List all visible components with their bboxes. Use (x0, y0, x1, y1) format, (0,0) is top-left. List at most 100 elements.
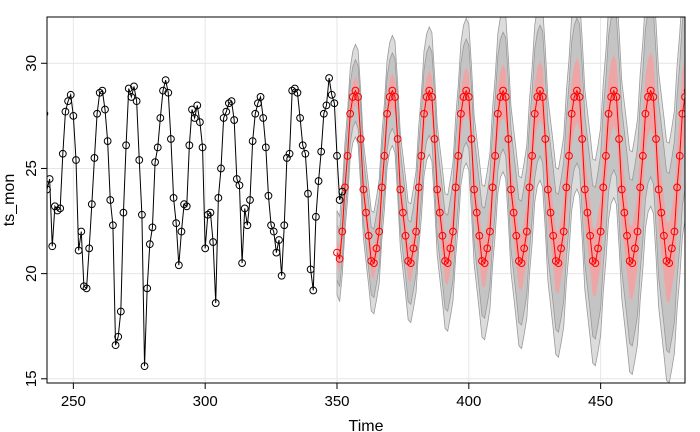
observed-point (111, 341, 120, 350)
observed-point (317, 147, 326, 156)
observed-point (151, 158, 159, 167)
forecast-point (594, 244, 602, 253)
forecast-point (406, 259, 415, 268)
forecast-series (333, 86, 685, 268)
forecast-point (412, 227, 420, 236)
forecast-point (509, 208, 518, 217)
observed-point (53, 206, 62, 215)
observed-point (312, 212, 320, 221)
forecast-point (678, 109, 685, 118)
forecast-point (654, 185, 663, 194)
forecast-point (665, 259, 674, 268)
forecast-point (591, 259, 600, 268)
observed-point (325, 74, 333, 82)
observed-point (261, 143, 270, 152)
observed-point (190, 114, 199, 122)
observed-point (304, 189, 312, 198)
observed-point (232, 175, 241, 183)
forecast-point (478, 257, 486, 265)
forecast-point (578, 135, 587, 143)
forecast-point (428, 93, 436, 101)
observed-point (296, 114, 304, 122)
forecast-point (538, 93, 547, 101)
forecast-point (377, 183, 386, 192)
observed-point (319, 109, 328, 118)
observed-point (48, 242, 57, 251)
forecast-point (356, 135, 365, 143)
observed-point (47, 185, 51, 194)
forecast-point (483, 244, 492, 253)
forecast-point (675, 151, 684, 160)
observed-point (309, 286, 318, 295)
observed-point (143, 284, 152, 293)
observed-line (47, 77, 343, 367)
forecast-point (646, 86, 655, 95)
forecast-point (438, 231, 447, 240)
forecast-point (343, 151, 352, 160)
observed-point (82, 284, 91, 293)
forecast-point (488, 183, 497, 192)
forecast-point (496, 93, 505, 101)
forecast-point (602, 151, 610, 160)
forecast-point (562, 183, 571, 192)
observed-point (201, 244, 210, 253)
forecast-point (433, 185, 442, 194)
forecast-point (609, 86, 618, 95)
forecast-point (459, 93, 468, 101)
observed-point (66, 90, 75, 99)
observed-point (58, 149, 67, 158)
observed-point (114, 332, 123, 341)
observed-point (127, 93, 136, 101)
forecast-point (652, 135, 660, 143)
observed-point (148, 223, 157, 232)
forecast-point (451, 183, 460, 192)
forecast-point (530, 109, 539, 118)
observed-point (243, 221, 252, 230)
forecast-point (414, 183, 423, 192)
forecast-point (554, 259, 563, 268)
forecast-point (657, 208, 666, 217)
forecast-point (573, 86, 581, 95)
forecast-point (525, 183, 534, 192)
forecast-point (549, 231, 558, 240)
observed-point (98, 86, 107, 95)
observed-point (219, 114, 228, 122)
observed-point (230, 116, 239, 124)
observed-point (85, 244, 94, 253)
forecast-point (417, 151, 426, 160)
forecast-point (546, 208, 555, 217)
observed-point (198, 143, 207, 152)
observed-point (222, 107, 231, 116)
observed-point (188, 105, 196, 114)
forecast-point (586, 231, 594, 240)
forecast-point (631, 244, 639, 253)
forecast-point (636, 183, 645, 192)
forecast-point (517, 259, 526, 268)
forecast-point (396, 185, 405, 194)
forecast-point (338, 227, 347, 236)
forecast-point (480, 259, 489, 268)
observed-point (135, 156, 144, 164)
forecast-point (391, 93, 399, 101)
forecast-point (599, 183, 608, 192)
x-axis: 250 300 350 400 450 (61, 383, 613, 410)
observed-point (145, 240, 154, 249)
observed-point (248, 137, 257, 146)
forecast-point (612, 93, 621, 101)
plot-frame (46, 16, 686, 384)
forecast-point (512, 231, 521, 240)
forecast-point (501, 93, 510, 101)
forecast-point (667, 244, 676, 253)
forecast-point (333, 248, 341, 257)
observed-point (164, 88, 173, 97)
forecast-point (351, 86, 360, 95)
forecast-point (367, 257, 376, 265)
forecast-point (670, 227, 679, 236)
forecast-point (504, 135, 513, 143)
observed-point (240, 204, 249, 213)
forecast-point (683, 87, 685, 94)
forecast-point (544, 185, 552, 194)
forecast-point (446, 244, 455, 253)
forecast-point (588, 257, 597, 265)
